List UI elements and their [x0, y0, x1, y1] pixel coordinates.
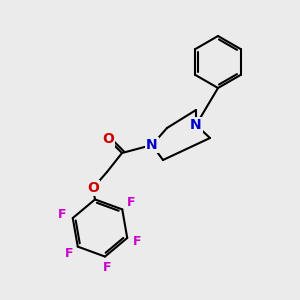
Text: O: O [102, 132, 114, 146]
Text: F: F [58, 208, 67, 221]
Text: F: F [103, 261, 111, 274]
Text: F: F [133, 235, 142, 248]
Text: F: F [126, 196, 135, 209]
Text: N: N [146, 138, 158, 152]
Text: O: O [87, 181, 99, 195]
Text: N: N [190, 118, 202, 132]
Text: F: F [65, 247, 74, 260]
